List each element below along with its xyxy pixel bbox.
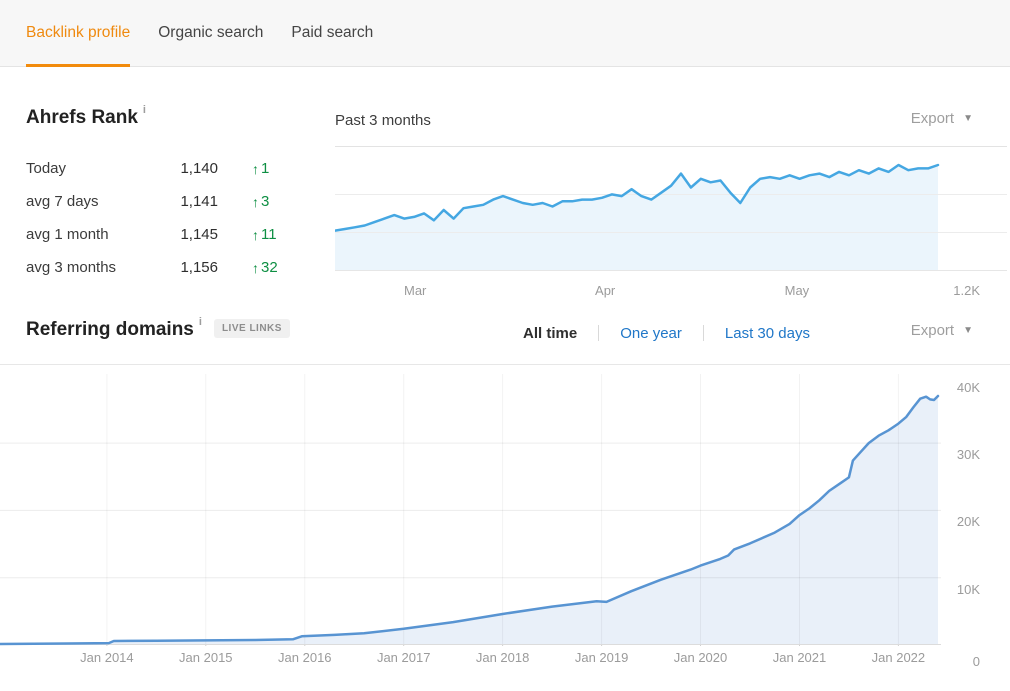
x-tick-label: Jan 2018 [475,650,530,665]
export-label: Export [910,110,955,127]
delta-amount: 11 [261,226,277,243]
x-tick-label: Jan 2015 [179,650,233,665]
stat-label: Today [26,160,67,177]
stat-value: 1,156 [180,259,218,276]
stat-row-avg-1-month: avg 1 month 1,145 ↑ 11 [26,218,326,251]
x-tick-label: Jan 2017 [376,650,431,665]
chevron-down-icon: ▼ [963,113,973,124]
delta-amount: 1 [261,160,270,177]
x-tick-label: Jan 2014 [80,650,134,665]
ahrefs-rank-header: Ahrefs Rank i [26,104,146,130]
referring-domains-x-axis: Jan 2014 Jan 2015 Jan 2016 Jan 2017 Jan 2018… [0,650,1010,666]
stat-row-today: Today 1,140 ↑ 1 [26,152,326,185]
stat-row-avg-7-days: avg 7 days 1,141 ↑ 3 [26,185,326,218]
stat-delta: ↑ 3 [218,193,326,210]
x-tick-label: Mar [403,283,427,298]
x-tick-label: Jan 2019 [574,650,629,665]
tab-paid-search[interactable]: Paid search [291,24,374,41]
x-tick-label: May [784,283,810,298]
rank-chart-export-button[interactable]: Export ▼ [911,110,973,127]
referring-domains-title: Referring domains [26,319,194,340]
stat-row-avg-3-months: avg 3 months 1,156 ↑ 32 [26,251,326,284]
x-tick-label: Apr [595,283,616,298]
export-label: Export [910,322,955,339]
time-range-filter: All time One year Last 30 days [523,322,810,344]
up-arrow-icon: ↑ [252,160,259,177]
referring-domains-header: Referring domains i LIVE LINKS [26,316,290,342]
tab-backlink-profile[interactable]: Backlink profile [26,0,131,67]
delta-amount: 3 [261,193,270,210]
rank-trend-chart [335,146,1007,271]
stat-value: 1,140 [180,160,218,177]
stat-delta: ↑ 11 [218,226,326,243]
stat-label: avg 1 month [26,226,109,243]
x-tick-label: Jan 2022 [871,650,926,665]
referring-domains-chart [0,364,1010,646]
filter-one-year[interactable]: One year [620,324,682,342]
referring-domains-export-button[interactable]: Export ▼ [911,322,973,339]
stat-label: avg 3 months [26,259,117,276]
tab-bar: Backlink profile Organic search Paid sea… [0,0,1010,67]
up-arrow-icon: ↑ [252,193,259,210]
chevron-down-icon: ▼ [963,325,973,336]
stat-delta: ↑ 32 [218,259,326,276]
delta-amount: 32 [261,259,278,276]
up-arrow-icon: ↑ [252,226,259,243]
ahrefs-rank-title: Ahrefs Rank [26,107,138,128]
stat-label: avg 7 days [26,193,99,210]
up-arrow-icon: ↑ [252,259,259,276]
x-tick-label: Jan 2021 [772,650,827,665]
stat-delta: ↑ 1 [218,160,326,177]
x-tick-label: Jan 2020 [673,650,728,665]
rank-chart-x-axis: 1.2K Mar Apr May [335,283,1007,299]
y-axis-max-label: 1.2K [953,283,980,298]
filter-divider [702,325,704,341]
stat-value: 1,141 [180,193,218,210]
stat-value: 1,145 [180,226,218,243]
ahrefs-rank-stats: Today 1,140 ↑ 1 avg 7 days 1,141 ↑ 3 avg 1… [26,152,326,284]
info-icon[interactable]: i [198,316,202,328]
filter-divider [598,325,600,341]
x-tick-label: Jan 2016 [278,650,332,665]
rank-chart-range-label: Past 3 months [335,112,431,129]
tab-organic-search[interactable]: Organic search [158,24,264,41]
live-links-badge: LIVE LINKS [213,319,290,338]
filter-all-time[interactable]: All time [523,324,578,342]
filter-last-30-days[interactable]: Last 30 days [724,324,810,342]
info-icon[interactable]: i [142,104,146,116]
